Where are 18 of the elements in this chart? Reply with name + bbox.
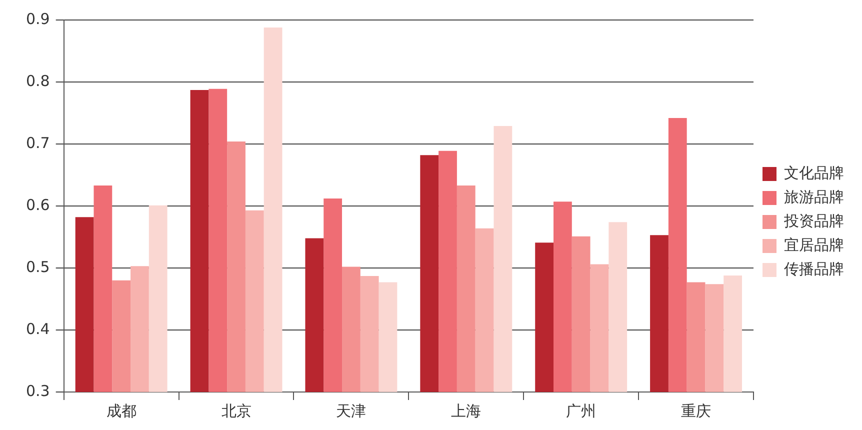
y-tick-label: 0.9 xyxy=(26,10,50,28)
x-tick-label: 重庆 xyxy=(681,402,712,420)
legend-label: 宜居品牌 xyxy=(784,236,844,254)
y-tick-label: 0.6 xyxy=(26,196,50,214)
y-tick-label: 0.5 xyxy=(26,258,50,276)
legend-label: 文化品牌 xyxy=(784,164,844,182)
y-tick-label: 0.4 xyxy=(26,320,50,338)
legend-label: 旅游品牌 xyxy=(784,188,844,206)
legend-label: 投资品牌 xyxy=(783,212,844,230)
legend-label: 传播品牌 xyxy=(784,260,844,278)
y-tick-label: 0.8 xyxy=(26,72,50,90)
x-tick-label: 天津 xyxy=(336,402,366,420)
x-tick-label: 成都 xyxy=(106,402,136,420)
y-tick-label: 0.3 xyxy=(26,382,50,400)
y-tick-label: 0.7 xyxy=(26,134,50,152)
x-tick-label: 北京 xyxy=(221,402,252,420)
x-tick-label: 上海 xyxy=(451,402,482,420)
x-tick-label: 广州 xyxy=(566,402,596,420)
